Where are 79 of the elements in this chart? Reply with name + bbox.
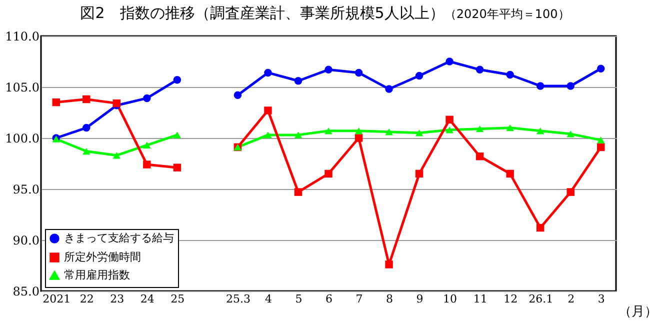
point (143, 160, 151, 168)
point (264, 132, 272, 138)
point (476, 66, 484, 74)
chart-subtitle: （2020年平均＝100） (444, 7, 570, 21)
point (566, 82, 574, 90)
x-tick-label: 4 (264, 292, 272, 306)
point (446, 116, 454, 124)
x-tick-label: 5 (295, 292, 302, 306)
legend-label: 常用雇用指数 (64, 268, 130, 282)
x-tick-label: 3 (598, 292, 605, 306)
point (506, 124, 514, 132)
x-tick-label: 24 (140, 292, 154, 306)
point (324, 66, 332, 74)
point (415, 72, 424, 80)
point (536, 82, 544, 90)
point (112, 152, 121, 159)
point (354, 134, 363, 142)
point (173, 76, 182, 84)
y-tick-label: 100.0 (5, 132, 40, 146)
x-tick-label: 2021 (42, 292, 71, 306)
x-tick-label: 6 (326, 292, 332, 306)
point (52, 98, 60, 106)
point (112, 99, 121, 108)
point (82, 95, 90, 104)
x-tick-label: 26.1 (528, 292, 554, 306)
point (82, 124, 90, 132)
x-tick-label: 8 (386, 292, 394, 306)
legend-label: 所定外労働時間 (64, 250, 141, 264)
point (506, 170, 514, 178)
point (173, 132, 182, 138)
point (446, 58, 454, 66)
point (415, 130, 424, 136)
point (566, 130, 574, 138)
point (354, 128, 363, 134)
chart-title: 図2 指数の推移（調査産業計、事業所規模5人以上） (80, 4, 444, 22)
point (385, 260, 393, 268)
point (234, 91, 242, 100)
legend-label: きまって支給する給与 (64, 232, 174, 244)
y-tick-label: 110.0 (5, 30, 40, 44)
point (354, 68, 363, 77)
y-tick-label: 90.0 (12, 234, 40, 248)
point (536, 224, 544, 232)
point (82, 148, 90, 155)
point (536, 128, 544, 134)
point (264, 68, 272, 77)
point (143, 142, 151, 148)
x-tick-label: 11 (473, 292, 488, 306)
x-tick-label: 7 (356, 292, 363, 306)
x-tick-label: 12 (504, 292, 518, 306)
point (143, 94, 151, 102)
x-tick-label: 25.3 (226, 292, 250, 306)
point (324, 128, 332, 134)
x-tick-label: 9 (416, 292, 424, 306)
x-tick-label: 22 (80, 292, 94, 306)
point (324, 170, 332, 178)
point (264, 106, 272, 114)
point (294, 77, 302, 85)
point (446, 126, 454, 134)
point (294, 132, 302, 138)
x-tick-label: 23 (110, 292, 124, 306)
y-tick-label: 85.0 (12, 284, 40, 298)
point (506, 70, 514, 79)
point (385, 128, 393, 136)
point (596, 64, 605, 73)
point (173, 164, 182, 172)
y-tick-label: 105.0 (5, 80, 40, 94)
x-tick-label: 10 (443, 292, 458, 306)
point (596, 136, 605, 144)
point (294, 188, 302, 196)
x-tick-label: 2 (568, 292, 575, 306)
x-tick-label: 25 (170, 292, 185, 306)
x-axis-title: （月） (618, 304, 650, 320)
y-tick-label: 95.0 (12, 182, 40, 196)
point (415, 170, 424, 178)
point (476, 125, 484, 132)
point (385, 85, 393, 93)
point (476, 152, 484, 160)
point (596, 143, 605, 152)
point (566, 188, 574, 196)
